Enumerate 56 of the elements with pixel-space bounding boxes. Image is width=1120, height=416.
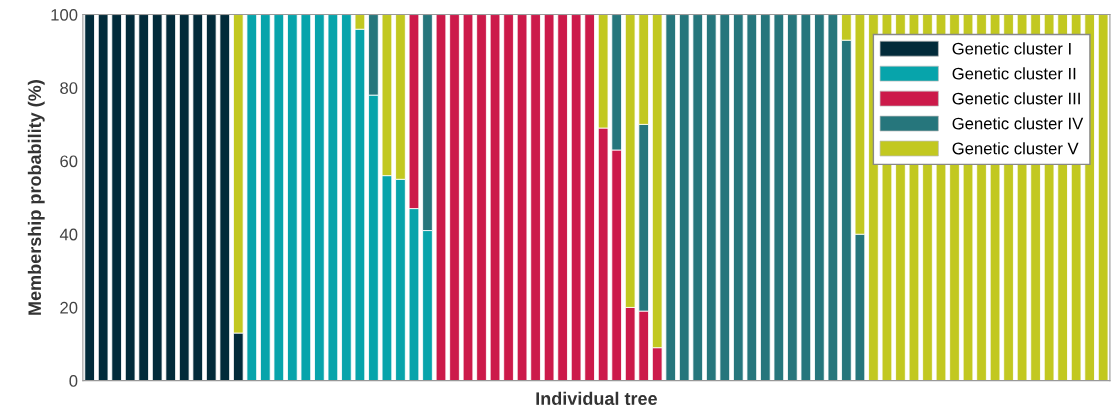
bar <box>665 14 677 381</box>
bar <box>314 14 325 381</box>
bar <box>124 14 136 381</box>
bar <box>570 14 582 381</box>
bar <box>246 14 258 381</box>
bar <box>678 14 690 381</box>
bar <box>584 14 595 381</box>
bar <box>151 14 163 381</box>
bar <box>705 14 717 381</box>
bar <box>192 14 204 381</box>
bar <box>733 14 744 381</box>
bar <box>449 14 460 381</box>
bar <box>327 14 339 381</box>
y-axis-title: Membership probability (%) <box>27 80 45 315</box>
bar <box>287 14 298 381</box>
bar <box>165 14 176 381</box>
bar <box>111 14 122 381</box>
y-tick-label: 20 <box>60 301 78 314</box>
bar <box>814 14 825 381</box>
bar <box>543 14 555 381</box>
y-tick-label: 100 <box>51 8 78 21</box>
bar <box>462 14 474 381</box>
bar <box>260 14 271 381</box>
bar <box>138 14 149 381</box>
x-axis-title: Individual tree <box>536 391 657 406</box>
bar <box>692 14 704 381</box>
legend-label: Genetic cluster III <box>952 92 1080 105</box>
bar <box>760 14 771 381</box>
bar <box>530 14 541 381</box>
bar <box>476 14 487 381</box>
legend-label: Genetic cluster I <box>952 42 1071 55</box>
bar <box>205 14 217 381</box>
bar <box>300 14 312 381</box>
legend-label: Genetic cluster IV <box>952 117 1084 130</box>
bar <box>827 14 839 381</box>
bar <box>503 14 514 381</box>
bar <box>219 14 231 381</box>
y-tick-label: 0 <box>69 375 78 387</box>
bar <box>516 14 528 381</box>
bar <box>178 14 190 381</box>
y-tick-label: 40 <box>59 228 78 241</box>
bar <box>719 14 731 381</box>
y-tick-label: 60 <box>60 155 78 168</box>
bar <box>773 14 785 381</box>
bar <box>341 14 352 381</box>
bar <box>557 14 568 381</box>
bar <box>273 14 285 381</box>
y-tick-label: 80 <box>60 82 78 94</box>
bar <box>435 14 447 381</box>
legend-label: Genetic cluster II <box>952 67 1076 80</box>
bar <box>746 14 758 381</box>
legend-label: Genetic cluster V <box>952 142 1079 155</box>
bar <box>97 14 109 381</box>
bar <box>489 14 501 381</box>
bar <box>800 14 812 381</box>
bar <box>787 14 798 381</box>
